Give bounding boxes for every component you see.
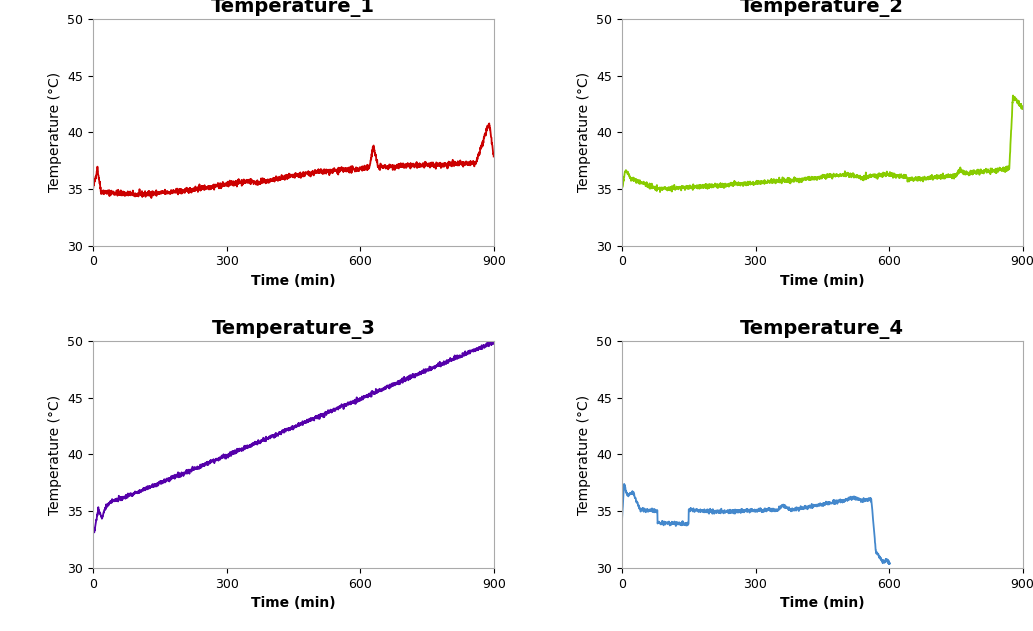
Title: Temperature_4: Temperature_4 [741,320,904,339]
X-axis label: Time (min): Time (min) [780,596,865,610]
X-axis label: Time (min): Time (min) [251,274,336,288]
Title: Temperature_1: Temperature_1 [212,0,375,17]
Y-axis label: Temperature (°C): Temperature (°C) [576,73,591,192]
Title: Temperature_3: Temperature_3 [212,320,375,339]
X-axis label: Time (min): Time (min) [780,274,865,288]
X-axis label: Time (min): Time (min) [251,596,336,610]
Title: Temperature_2: Temperature_2 [741,0,904,17]
Y-axis label: Temperature (°C): Temperature (°C) [576,394,591,514]
Y-axis label: Temperature (°C): Temperature (°C) [48,73,62,192]
Y-axis label: Temperature (°C): Temperature (°C) [48,394,62,514]
